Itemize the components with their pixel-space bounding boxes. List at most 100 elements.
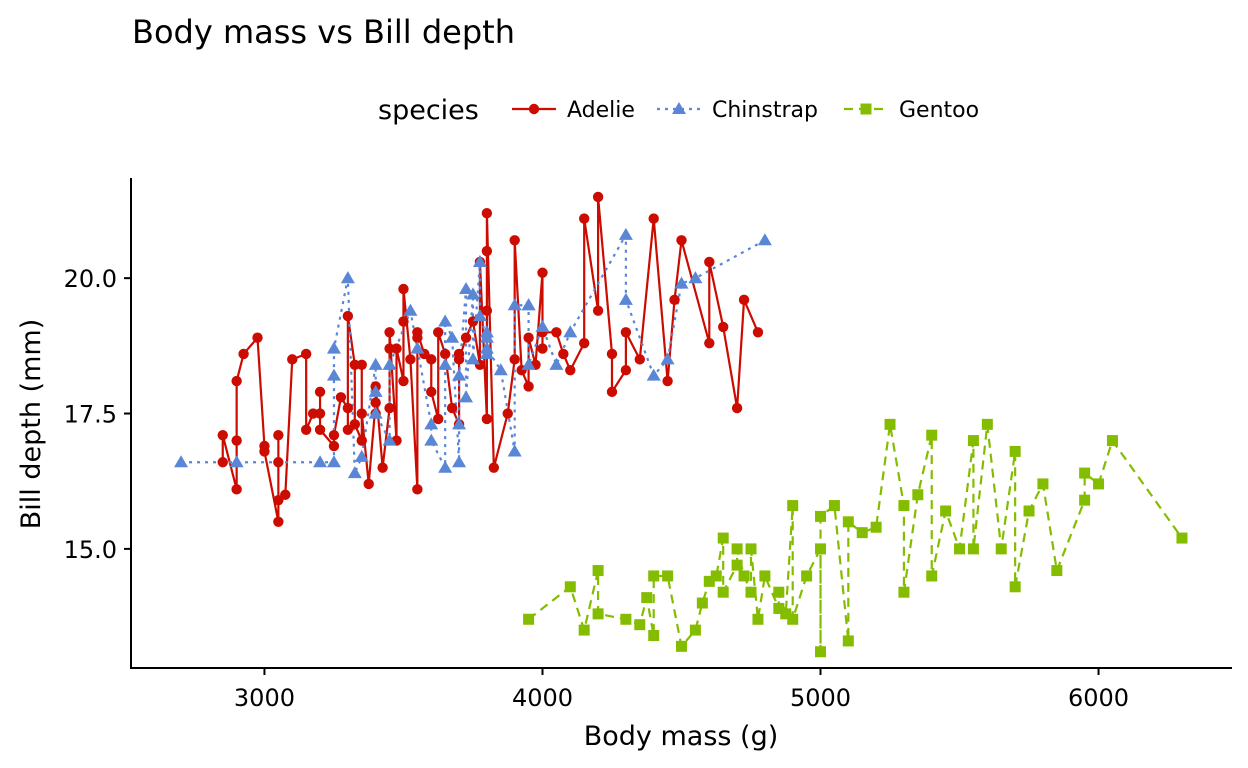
legend-key-marker	[672, 102, 686, 115]
adelie-point	[446, 402, 458, 414]
y-tick-label: 20.0	[64, 265, 117, 293]
adelie-point	[328, 440, 340, 452]
chinstrap-point	[452, 417, 467, 430]
gentoo-point	[912, 489, 924, 501]
legend-label: Chinstrap	[712, 98, 818, 123]
gentoo-point	[926, 429, 938, 441]
gentoo-point	[967, 543, 979, 555]
gentoo-point	[592, 608, 604, 620]
adelie-point	[217, 457, 228, 468]
legend-key-marker	[528, 103, 540, 115]
chinstrap-point	[403, 303, 418, 316]
adelie-point	[391, 343, 402, 354]
chinstrap-point	[479, 341, 494, 354]
adelie-point	[578, 337, 590, 349]
x-tick-label: 5000	[790, 684, 851, 712]
chinstrap-point	[313, 455, 328, 468]
gentoo-point	[662, 570, 674, 582]
adelie-point	[314, 424, 326, 435]
legend-key-marker	[860, 103, 872, 115]
chinstrap-point	[354, 449, 369, 462]
chinstrap-point	[445, 330, 460, 343]
gentoo-point	[731, 559, 743, 571]
adelie-point	[314, 386, 326, 398]
adelie-point	[439, 348, 451, 360]
chart-title: Body mass vs Bill depth	[132, 13, 515, 51]
legend-label: Gentoo	[899, 98, 979, 123]
adelie-point	[738, 294, 750, 306]
adelie-point	[676, 235, 687, 246]
adelie-point	[731, 402, 743, 414]
gentoo-point	[967, 435, 979, 447]
adelie-point	[356, 435, 367, 446]
gentoo-point	[981, 418, 993, 430]
legend-item-adelie: Adelie	[512, 98, 635, 123]
adelie-point	[300, 424, 312, 435]
gentoo-point	[696, 597, 708, 609]
gentoo-point	[787, 613, 799, 625]
legend-label: Adelie	[567, 98, 635, 123]
chinstrap-point	[479, 325, 494, 338]
adelie-point	[398, 375, 409, 387]
gentoo-point	[717, 586, 729, 598]
gentoo-point	[815, 543, 827, 555]
adelie-point	[273, 429, 284, 441]
adelie-point	[488, 462, 500, 473]
gentoo-point	[759, 570, 771, 582]
chinstrap-point	[438, 460, 453, 473]
chinstrap-point	[229, 455, 244, 468]
adelie-point	[620, 327, 632, 338]
adelie-point	[578, 213, 590, 224]
chinstrap-point	[472, 309, 487, 322]
gentoo-point	[898, 500, 910, 512]
chinstrap-point	[618, 227, 633, 240]
adelie-point	[481, 305, 493, 316]
x-tick-label: 3000	[234, 684, 295, 712]
gentoo-point	[620, 613, 632, 625]
gentoo-point	[815, 510, 827, 522]
chinstrap-point	[438, 357, 453, 370]
chinstrap-point	[424, 433, 439, 446]
adelie-point	[300, 348, 312, 360]
adelie-point	[481, 245, 493, 257]
chinstrap-point	[452, 368, 467, 381]
adelie-point	[648, 213, 659, 224]
gentoo-point	[773, 602, 785, 614]
adelie-point	[592, 305, 604, 316]
adelie-point	[551, 327, 562, 338]
adelie-point	[335, 392, 347, 403]
adelie-point	[523, 332, 534, 343]
adelie-point	[231, 375, 242, 387]
gentoo-point	[564, 581, 576, 593]
adelie-series-line	[221, 195, 759, 523]
adelie-point	[342, 310, 354, 322]
chinstrap-point	[688, 271, 703, 284]
gentoo-point	[801, 570, 813, 582]
gentoo-point	[752, 613, 764, 625]
adelie-point	[259, 446, 270, 457]
gentoo-point	[1009, 445, 1021, 457]
gentoo-point	[773, 586, 785, 598]
adelie-point	[481, 207, 493, 219]
adelie-point	[314, 408, 326, 419]
adelie-point	[398, 283, 409, 295]
adelie-point	[718, 321, 729, 333]
adelie-point	[426, 386, 437, 398]
adelie-point	[356, 408, 367, 419]
gentoo-point	[842, 516, 854, 528]
gentoo-point	[1037, 478, 1049, 490]
adelie-point	[704, 256, 715, 268]
gentoo-point	[898, 586, 910, 598]
gentoo-point	[1079, 467, 1091, 479]
gentoo-point	[641, 592, 653, 604]
gentoo-point	[1023, 505, 1035, 517]
gentoo-point	[717, 532, 729, 544]
adelie-point	[669, 294, 680, 306]
chinstrap-point	[646, 368, 661, 381]
gentoo-point	[731, 543, 743, 555]
chinstrap-point	[465, 352, 480, 365]
gentoo-point	[738, 570, 750, 582]
gentoo-point	[787, 500, 799, 512]
adelie-point	[252, 332, 263, 343]
adelie-point	[356, 359, 367, 370]
